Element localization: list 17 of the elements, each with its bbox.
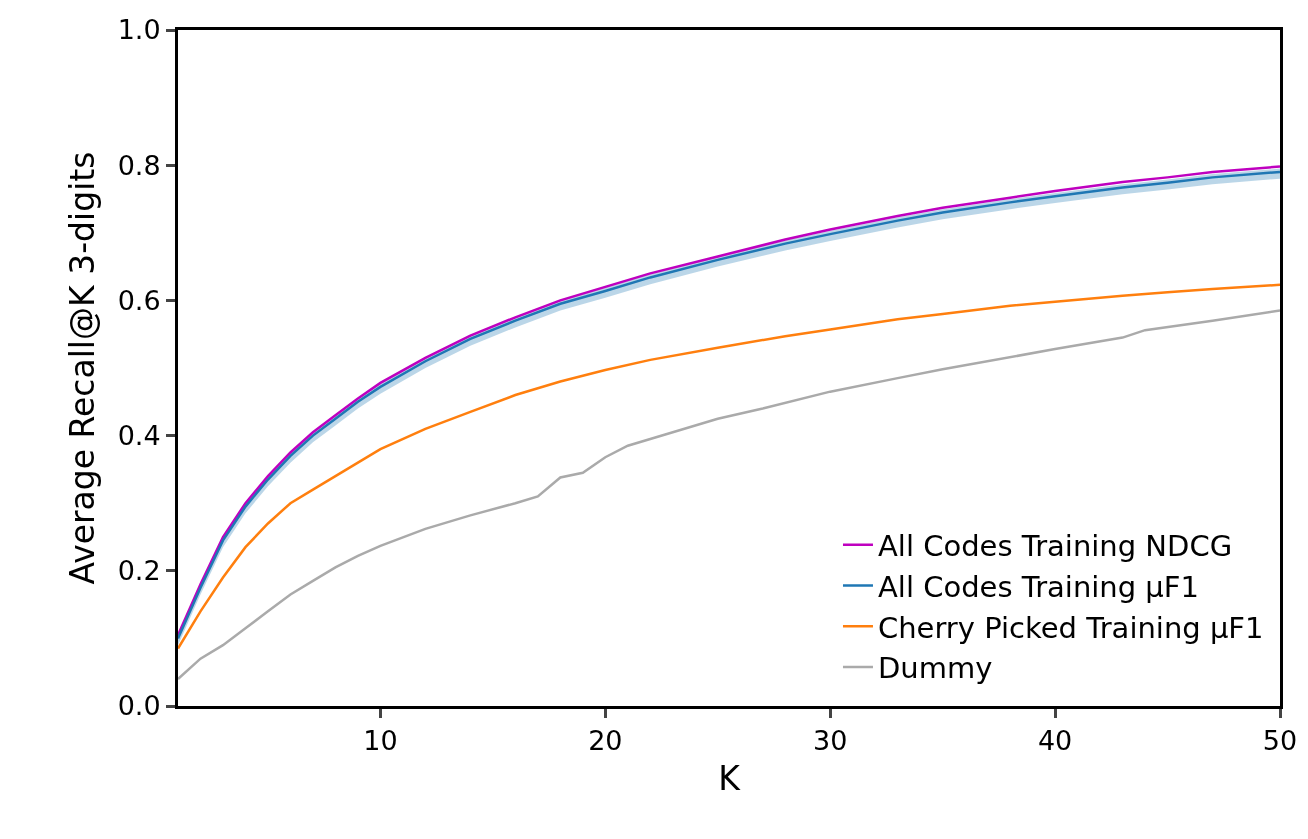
x-tick-label: 30	[813, 725, 848, 757]
x-axis-title: K	[718, 759, 742, 798]
y-tick-label: 0.4	[117, 420, 161, 452]
x-tick-label: 10	[363, 725, 398, 757]
y-tick-label: 0.6	[117, 284, 161, 316]
x-tick-label: 50	[1262, 725, 1298, 757]
y-tick-label: 0.0	[117, 690, 161, 722]
legend-label: All Codes Training NDCG	[877, 529, 1233, 564]
x-tick-label: 40	[1037, 725, 1073, 757]
legend-label: Dummy	[877, 651, 993, 686]
y-tick-label: 0.8	[117, 149, 161, 181]
legend-label: Cherry Picked Training μF1	[877, 610, 1264, 645]
y-tick-label: 1.0	[117, 14, 161, 46]
x-tick-label: 20	[588, 725, 623, 757]
y-tick-label: 0.2	[117, 555, 161, 587]
y-axis-title: Average Recall@K 3-digits	[62, 151, 102, 585]
legend-label: All Codes Training μF1	[877, 569, 1199, 604]
